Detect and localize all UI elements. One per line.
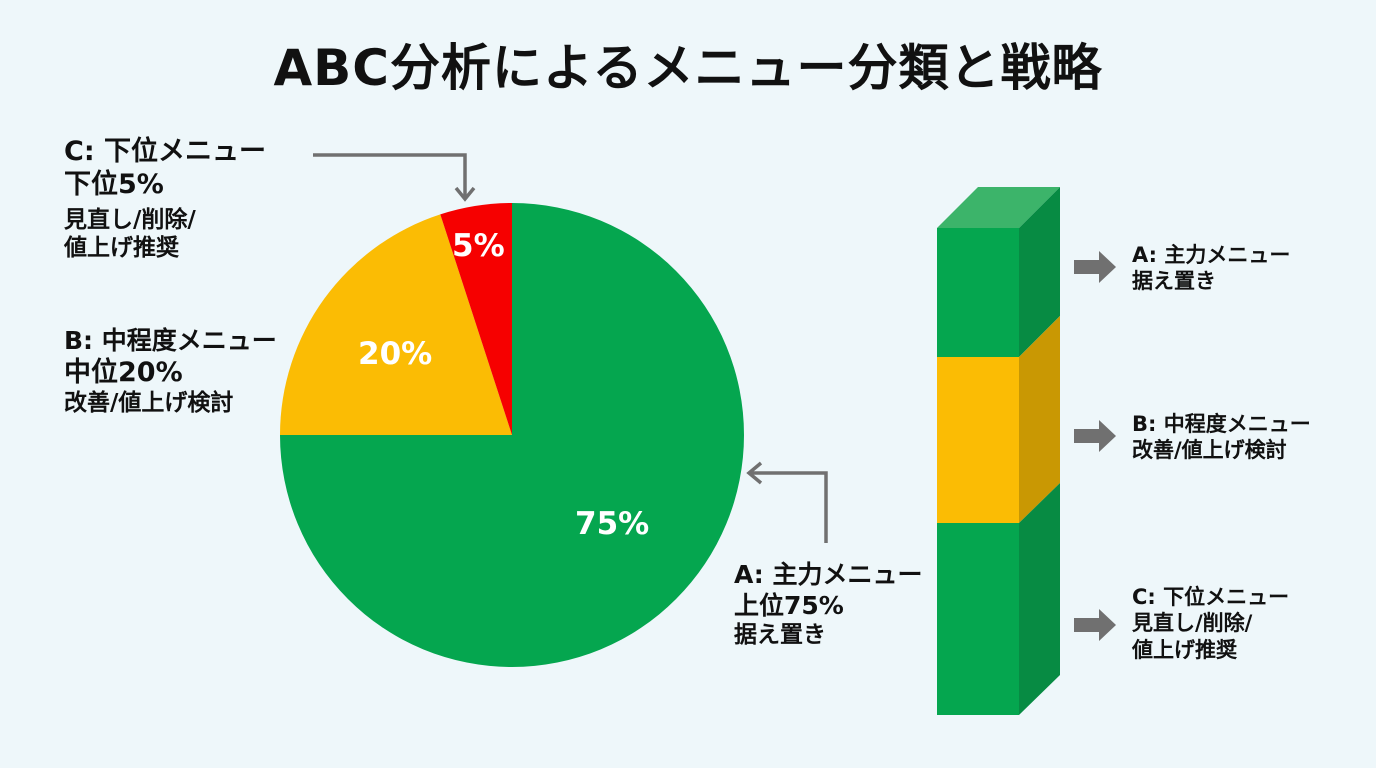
pie-chart xyxy=(280,203,744,667)
pie-slice-b xyxy=(280,214,512,435)
pie-slice-c xyxy=(440,203,512,435)
bar-label-a-title: A: 主力メニュー xyxy=(1132,243,1291,267)
annotation-c-strategy-2: 値上げ推奨 xyxy=(64,234,179,261)
bar-arrow-a xyxy=(1074,251,1116,283)
bar-segment-c xyxy=(937,523,1019,715)
bar-segment-a xyxy=(937,228,1019,357)
bar-arrow-b xyxy=(1074,420,1116,452)
annotation-a-rank: 上位75% xyxy=(734,590,844,620)
annotation-c: C: 下位メニュー 下位5% 見直し/削除/ 値上げ推奨 xyxy=(64,136,266,262)
connector-arrow-c xyxy=(313,153,476,202)
stacked-3d-bar xyxy=(937,187,1060,715)
slice-label-b: 20% xyxy=(358,336,433,372)
bar-label-a: A: 主力メニュー 据え置き xyxy=(1132,242,1290,295)
annotation-b-strategy: 改善/値上げ検討 xyxy=(64,390,234,417)
annotation-a-title: A: 主力メニュー xyxy=(734,560,923,589)
annotation-c-strategy-1: 見直し/削除/ xyxy=(64,206,196,233)
bar-label-a-strategy: 据え置き xyxy=(1132,269,1216,294)
bar-label-b: B: 中程度メニュー 改善/値上げ検討 xyxy=(1132,411,1311,464)
bar-label-c-strategy-2: 値上げ推奨 xyxy=(1132,637,1237,662)
annotation-b-title: B: 中程度メニュー xyxy=(64,326,277,355)
connector-arrow-a xyxy=(746,461,828,543)
bar-label-c-title: C: 下位メニュー xyxy=(1132,585,1290,609)
bar-segment-b xyxy=(937,357,1019,523)
slice-label-a: 75% xyxy=(575,506,650,542)
bar-label-c: C: 下位メニュー 見直し/削除/ 値上げ推奨 xyxy=(1132,584,1289,663)
page-title: ABC分析によるメニュー分類と戦略 xyxy=(273,39,1103,97)
bar-label-b-strategy: 改善/値上げ検討 xyxy=(1132,438,1287,463)
annotation-b-rank: 中位20% xyxy=(64,356,183,388)
annotation-a-strategy: 据え置き xyxy=(734,622,826,648)
bar-label-c-strategy-1: 見直し/削除/ xyxy=(1132,611,1253,636)
annotation-b: B: 中程度メニュー 中位20% 改善/値上げ検討 xyxy=(64,326,277,417)
slice-label-c: 5% xyxy=(452,228,505,264)
annotation-c-rank: 下位5% xyxy=(64,168,164,200)
bar-arrow-c xyxy=(1074,609,1116,641)
annotation-a: A: 主力メニュー 上位75% 据え置き xyxy=(734,560,923,649)
bar-label-b-title: B: 中程度メニュー xyxy=(1132,412,1311,436)
annotation-c-title: C: 下位メニュー xyxy=(64,136,267,167)
